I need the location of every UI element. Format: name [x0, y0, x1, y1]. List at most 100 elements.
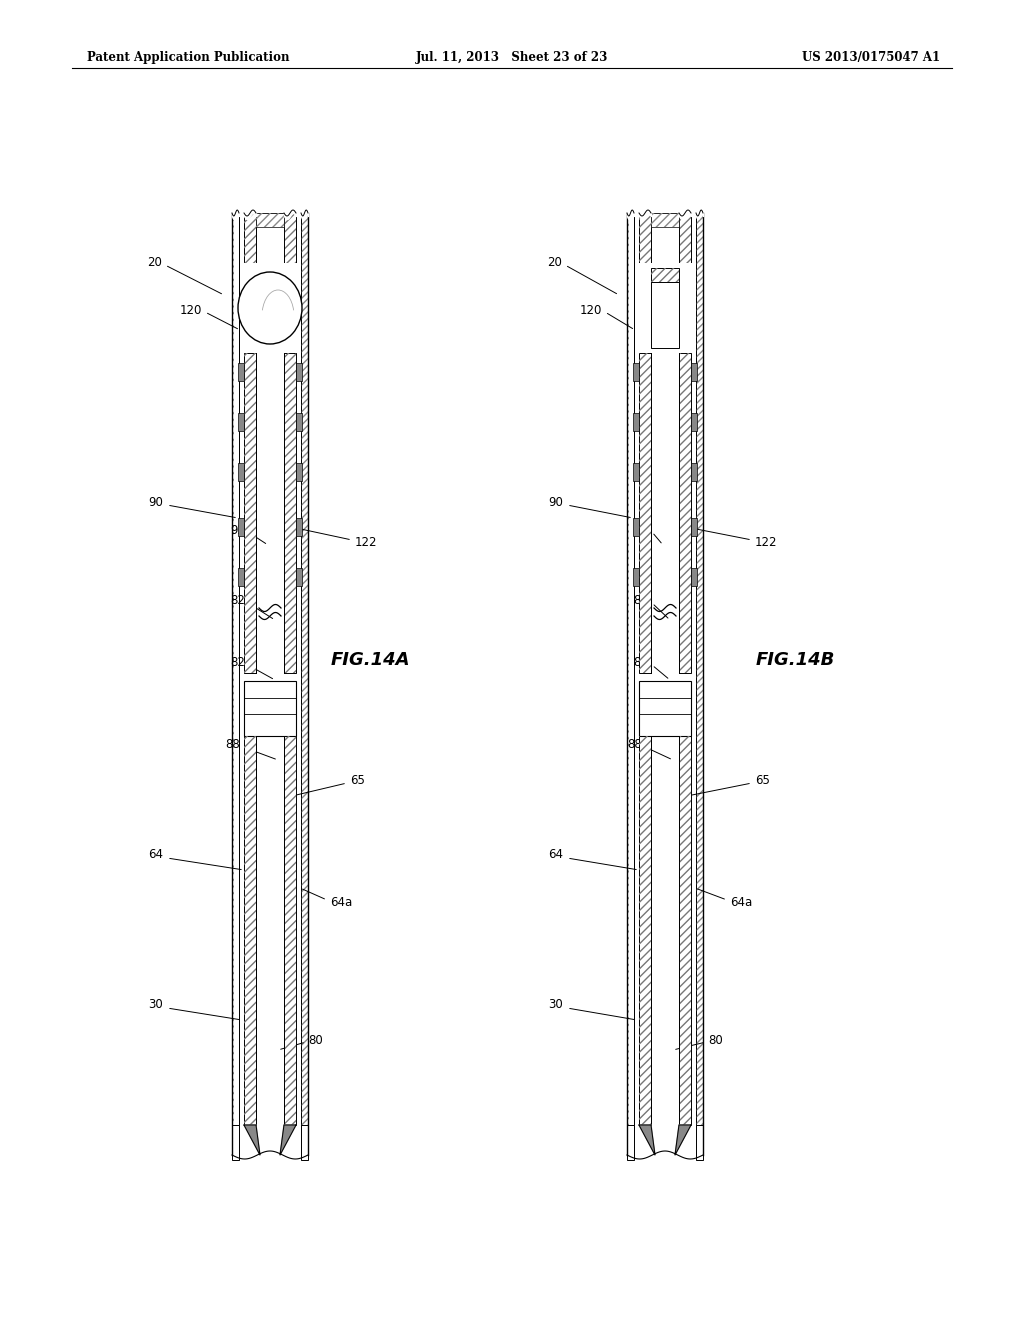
- Text: 20: 20: [547, 256, 562, 268]
- Polygon shape: [244, 1125, 260, 1155]
- Text: 82: 82: [633, 656, 648, 668]
- Text: 90: 90: [148, 495, 163, 508]
- Bar: [301, 1125, 308, 1160]
- Bar: [651, 213, 679, 268]
- Bar: [651, 737, 679, 1125]
- Bar: [639, 213, 651, 268]
- Text: 82: 82: [230, 656, 245, 668]
- Bar: [651, 352, 679, 673]
- Bar: [301, 213, 308, 1155]
- Bar: [238, 517, 244, 536]
- Polygon shape: [675, 1125, 691, 1155]
- Text: US 2013/0175047 A1: US 2013/0175047 A1: [802, 50, 940, 63]
- Bar: [696, 213, 703, 1155]
- Bar: [639, 737, 651, 1125]
- Bar: [627, 1125, 634, 1160]
- Text: 122: 122: [355, 536, 378, 549]
- Bar: [243, 263, 297, 352]
- Bar: [232, 213, 239, 1155]
- Bar: [256, 213, 284, 227]
- Bar: [639, 213, 651, 268]
- Bar: [296, 463, 302, 480]
- Bar: [301, 213, 308, 1155]
- Text: 64: 64: [148, 849, 163, 862]
- Text: FIG.14A: FIG.14A: [331, 651, 410, 669]
- Text: 88: 88: [628, 738, 642, 751]
- Text: Patent Application Publication: Patent Application Publication: [87, 50, 290, 63]
- Text: 82: 82: [633, 594, 648, 606]
- Bar: [651, 268, 679, 282]
- Bar: [633, 413, 639, 432]
- Text: 64a: 64a: [730, 895, 753, 908]
- Text: 30: 30: [548, 998, 563, 1011]
- Text: 80: 80: [708, 1034, 723, 1047]
- Bar: [679, 737, 691, 1125]
- Bar: [679, 213, 691, 268]
- Ellipse shape: [238, 272, 302, 345]
- Bar: [651, 213, 679, 227]
- Text: 64: 64: [548, 849, 563, 862]
- Bar: [627, 213, 634, 1155]
- Bar: [638, 263, 692, 352]
- Text: 64a: 64a: [330, 895, 352, 908]
- Bar: [633, 568, 639, 586]
- Bar: [296, 517, 302, 536]
- Text: 86: 86: [670, 227, 682, 235]
- Polygon shape: [280, 1125, 296, 1155]
- Bar: [284, 352, 296, 673]
- Text: 88: 88: [225, 738, 240, 751]
- Text: 80: 80: [308, 1034, 323, 1047]
- Bar: [633, 463, 639, 480]
- Bar: [679, 352, 691, 673]
- Bar: [639, 737, 651, 1125]
- Bar: [238, 568, 244, 586]
- Bar: [256, 352, 284, 673]
- Text: 124: 124: [670, 218, 687, 227]
- Bar: [244, 737, 256, 1125]
- Text: 20: 20: [147, 256, 162, 268]
- Text: FIG.14B: FIG.14B: [756, 651, 835, 669]
- Bar: [256, 213, 284, 268]
- Bar: [232, 1125, 239, 1160]
- Bar: [651, 268, 679, 282]
- Bar: [244, 213, 256, 268]
- Bar: [284, 737, 296, 1125]
- Text: Jul. 11, 2013   Sheet 23 of 23: Jul. 11, 2013 Sheet 23 of 23: [416, 50, 608, 63]
- Bar: [633, 517, 639, 536]
- Bar: [244, 352, 256, 673]
- Bar: [679, 737, 691, 1125]
- Bar: [696, 1125, 703, 1160]
- Bar: [691, 568, 697, 586]
- Bar: [629, 213, 634, 1155]
- Bar: [691, 363, 697, 381]
- Bar: [244, 213, 256, 268]
- Text: 92: 92: [633, 524, 648, 536]
- Bar: [296, 213, 301, 1155]
- Bar: [639, 352, 651, 673]
- Bar: [651, 282, 679, 348]
- Bar: [691, 463, 697, 480]
- Text: 65: 65: [755, 774, 770, 787]
- Bar: [296, 568, 302, 586]
- Text: 124: 124: [275, 218, 292, 227]
- Bar: [284, 737, 296, 1125]
- Text: 82: 82: [230, 594, 245, 606]
- Bar: [296, 413, 302, 432]
- Text: 122: 122: [755, 536, 777, 549]
- Bar: [238, 363, 244, 381]
- Bar: [284, 352, 296, 673]
- Text: 92: 92: [230, 524, 245, 536]
- Text: 120: 120: [179, 304, 202, 317]
- Bar: [284, 213, 296, 268]
- Bar: [256, 213, 284, 227]
- Bar: [691, 517, 697, 536]
- Bar: [679, 352, 691, 673]
- Bar: [639, 681, 691, 737]
- Bar: [244, 681, 296, 737]
- Bar: [627, 213, 634, 1155]
- Bar: [238, 413, 244, 432]
- Bar: [691, 413, 697, 432]
- Bar: [244, 737, 256, 1125]
- Polygon shape: [639, 1125, 655, 1155]
- Bar: [296, 363, 302, 381]
